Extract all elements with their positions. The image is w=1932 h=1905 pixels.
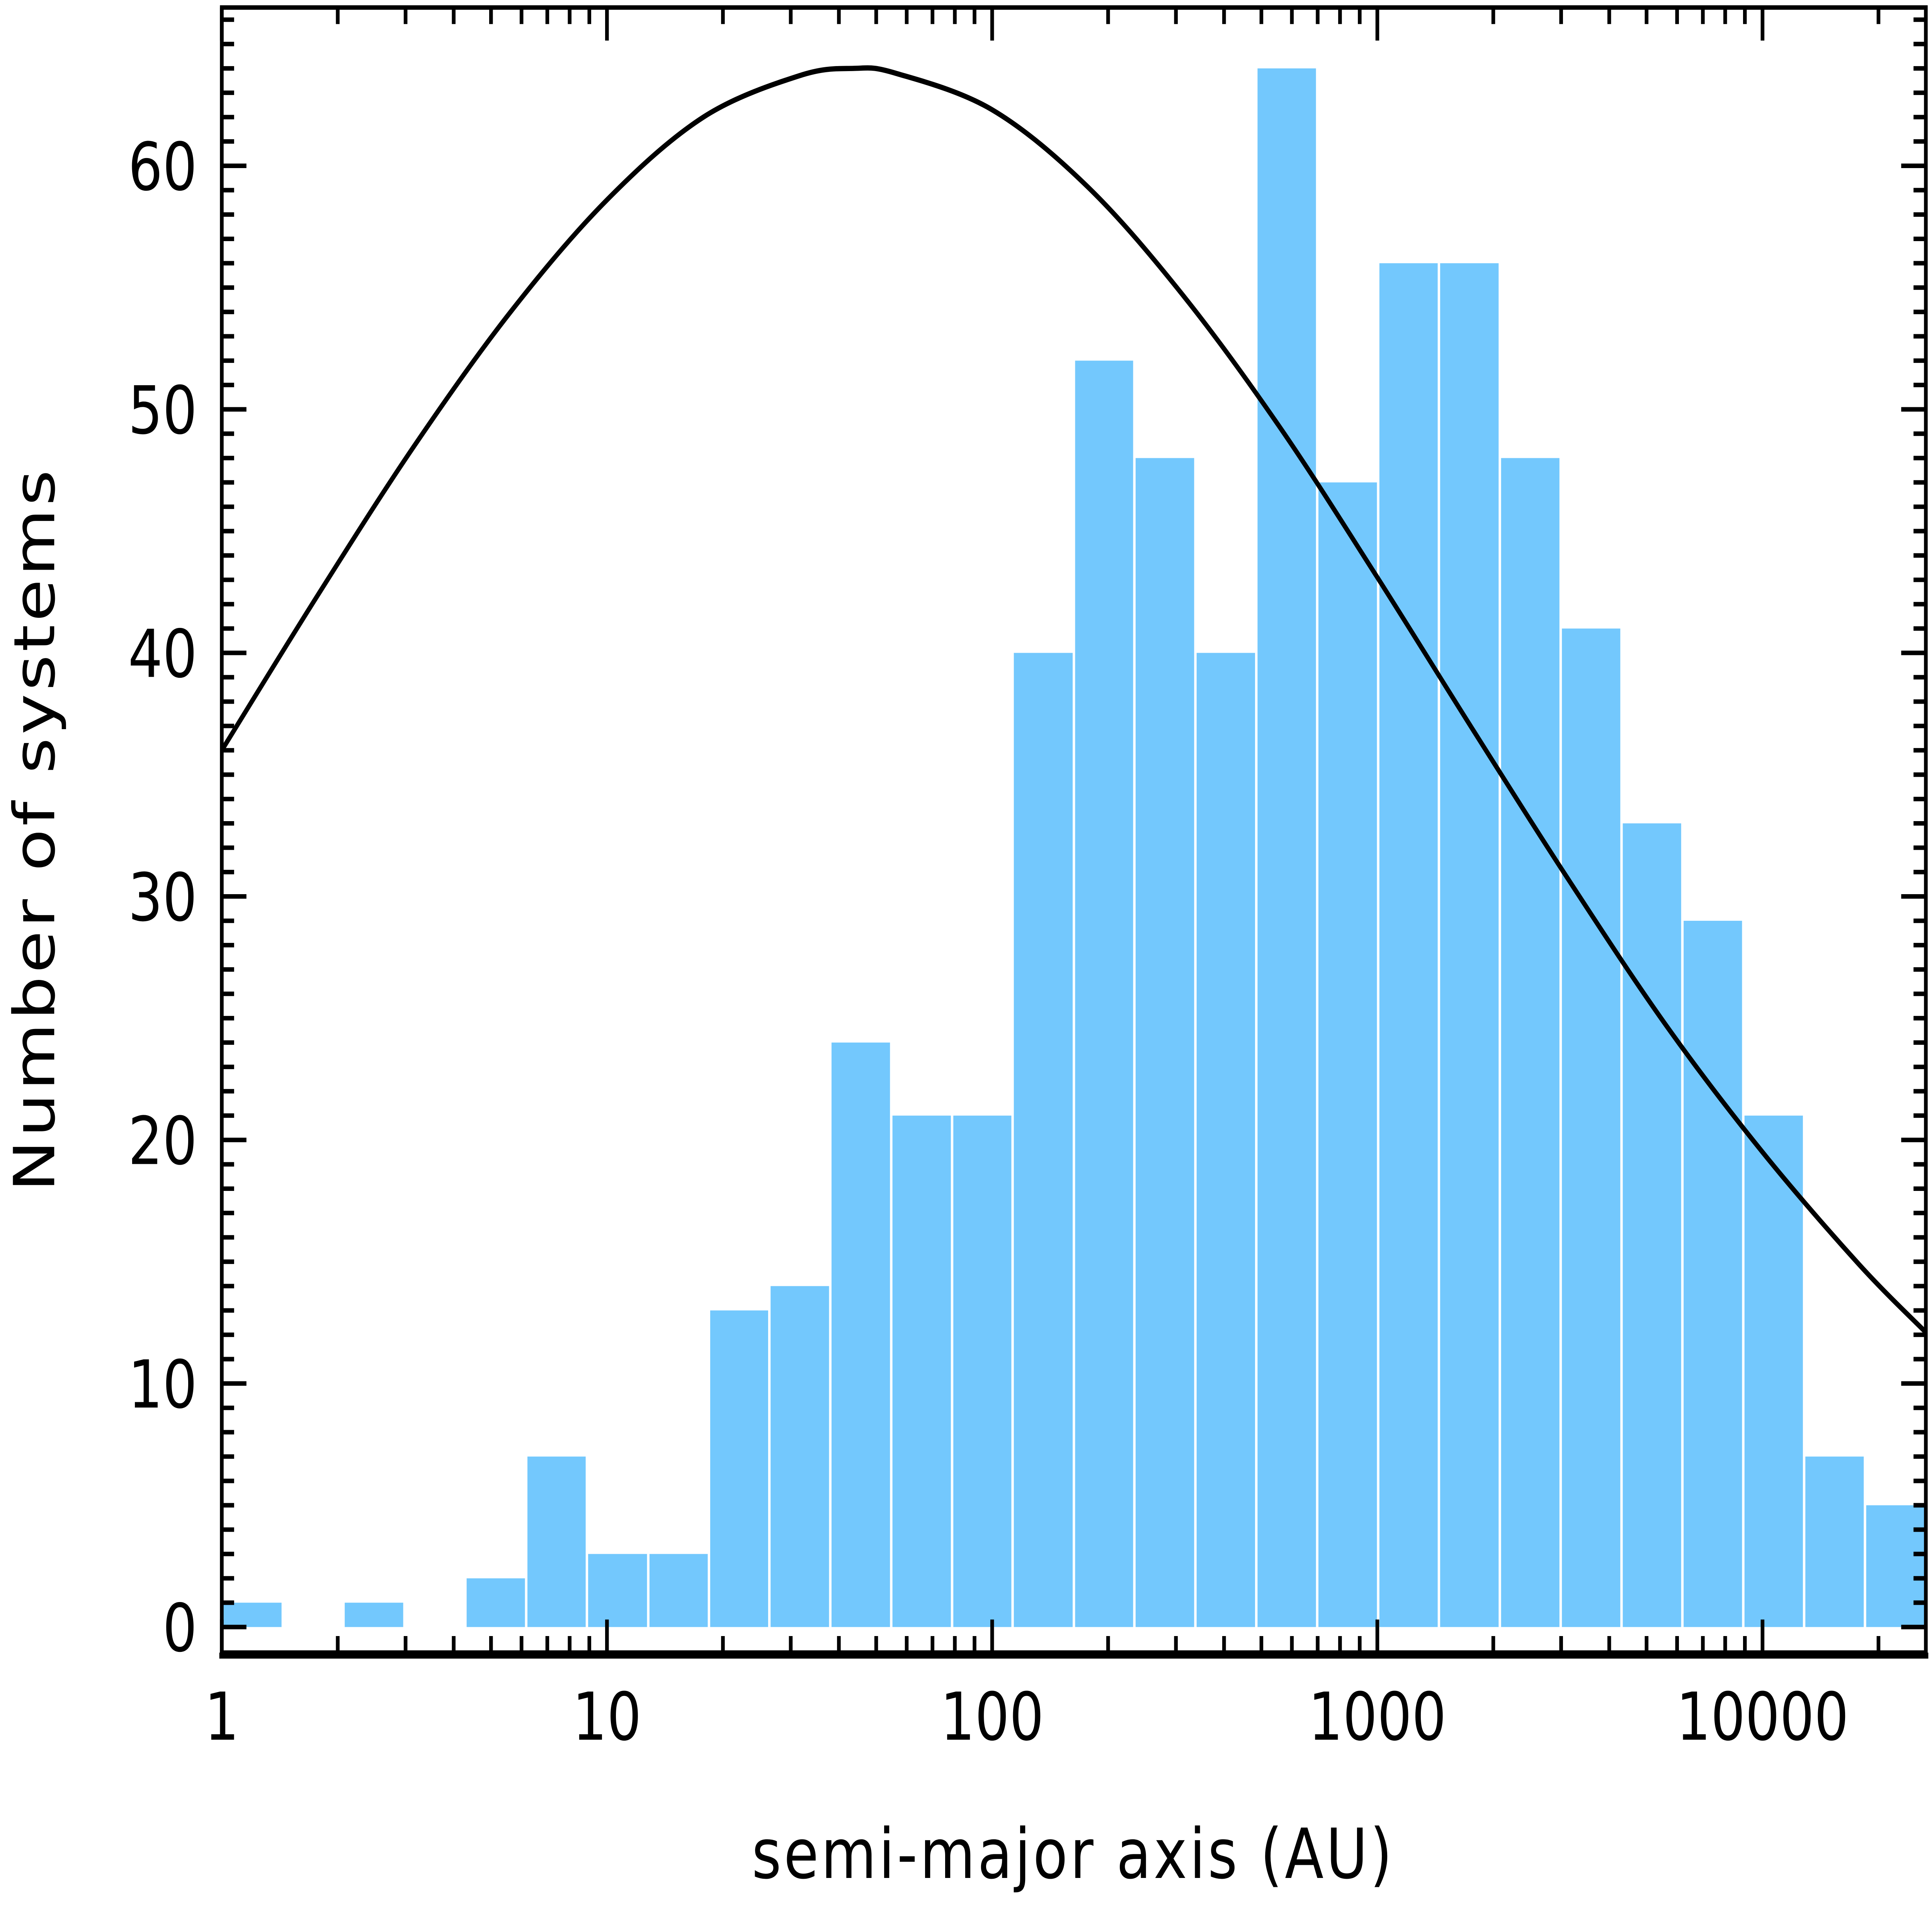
histogram-bar — [892, 1116, 951, 1627]
histogram-bar — [649, 1554, 708, 1627]
histogram-bar — [770, 1286, 829, 1627]
histogram-bar — [1440, 263, 1499, 1627]
y-tick-label: 50 — [128, 372, 197, 449]
y-tick-label: 0 — [163, 1590, 197, 1667]
histogram-bar — [831, 1043, 890, 1627]
x-tick-label: 10 — [573, 1679, 642, 1755]
histogram-bar — [527, 1456, 586, 1627]
x-tick-label: 1000 — [1308, 1679, 1446, 1755]
histogram-bar — [1257, 68, 1316, 1627]
histogram-bar — [1622, 823, 1681, 1627]
histogram-bar — [1684, 920, 1742, 1627]
histogram-bar — [953, 1116, 1012, 1627]
x-tick-labels: 1 10 100 1000 10000 — [204, 1679, 1849, 1755]
y-tick-label: 40 — [128, 616, 197, 692]
histogram-bar — [1196, 653, 1255, 1627]
y-tick-label: 30 — [128, 859, 197, 936]
y-axis-label: Number of systems — [2, 467, 68, 1192]
histogram-bar — [588, 1554, 647, 1627]
y-tick-label: 60 — [128, 129, 197, 206]
histogram-bar — [1318, 482, 1377, 1627]
histogram-bar — [1501, 458, 1560, 1627]
x-axis-label: semi-major axis (AU) — [752, 1814, 1395, 1895]
histogram-bar — [223, 1602, 282, 1627]
lognormal-curve — [220, 65, 1927, 1335]
histogram-bar — [1866, 1505, 1925, 1627]
bars-group — [223, 68, 1925, 1627]
y-tick-label: 10 — [128, 1346, 197, 1423]
histogram-bar — [1744, 1116, 1803, 1627]
x-tick-label: 1 — [204, 1679, 239, 1755]
histogram-bar — [1135, 458, 1194, 1627]
histogram-bar — [466, 1578, 525, 1627]
x-tick-label: 10000 — [1676, 1679, 1849, 1755]
histogram-bar — [345, 1602, 403, 1627]
y-tick-labels: 0 10 20 30 40 50 60 — [128, 129, 197, 1667]
axes — [219, 5, 1929, 1659]
histogram-bar — [1562, 628, 1621, 1627]
histogram-bar — [1014, 653, 1073, 1627]
histogram-bar — [710, 1310, 768, 1627]
histogram-bar — [1379, 263, 1438, 1627]
histogram-bar — [1075, 361, 1133, 1627]
x-tick-label: 100 — [940, 1679, 1044, 1755]
histogram-bar — [1805, 1456, 1864, 1627]
y-tick-label: 20 — [128, 1103, 197, 1180]
